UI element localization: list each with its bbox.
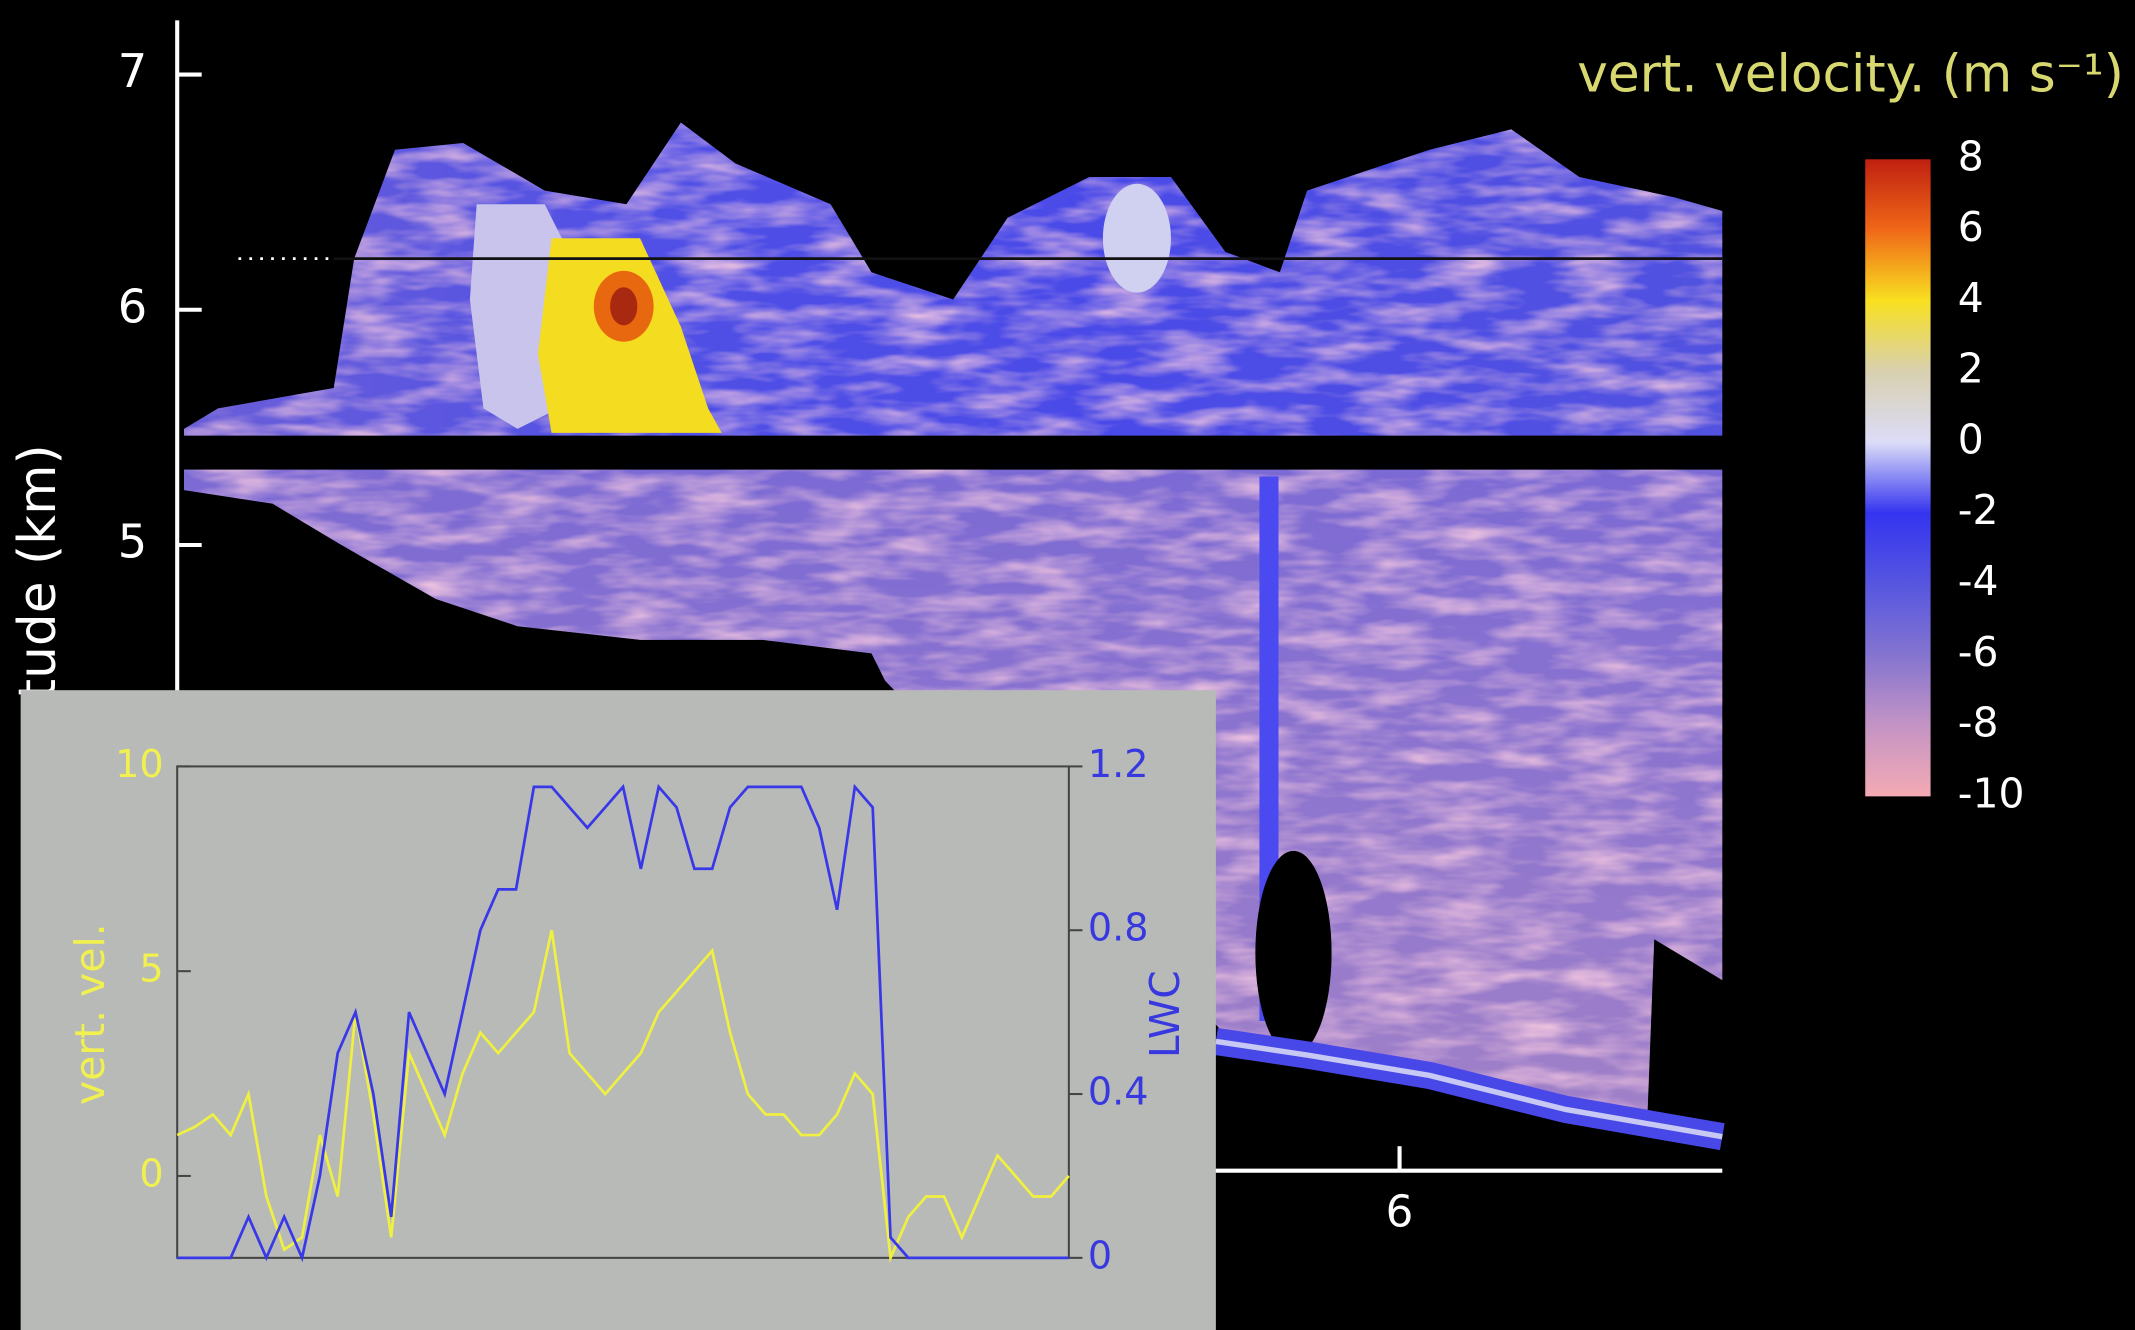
colorbar-tick-label: -2	[1958, 486, 1999, 534]
inset-panel	[20, 690, 1216, 1330]
inset-chart: vert. vel. LWC 0 5 10 0 0.4 0.8 1.2	[66, 742, 1189, 1277]
colorbar-tick-label: 0	[1958, 415, 1984, 463]
y2-tick-label: 1.2	[1088, 742, 1149, 786]
y-tick-label: 7	[118, 44, 147, 98]
colorbar-tick-label: -4	[1958, 557, 1999, 605]
colorbar-tick-label: -10	[1958, 769, 2025, 817]
y2-axis-label: LWC	[1141, 970, 1189, 1058]
y2-tick-label: 0	[1088, 1233, 1112, 1277]
colorbar-tick-label: 4	[1958, 274, 1984, 322]
colorbar	[1865, 159, 1931, 797]
plot-frame	[176, 765, 1070, 1259]
colorbar-tick-label: -8	[1958, 699, 1999, 747]
surface-echo-edge	[1215, 1038, 1723, 1140]
y-tick-label: 5	[139, 947, 163, 991]
y-tick-label: 10	[115, 742, 164, 786]
y-tick-label: 0	[139, 1151, 163, 1195]
chart-title: vert. velocity. (m s⁻¹)	[1577, 45, 2124, 105]
y-tick-label: 6	[118, 279, 147, 333]
colorbar-tick-label: -6	[1958, 628, 1999, 676]
colorbar-tick-label: 6	[1958, 203, 1984, 251]
light-cell	[1102, 183, 1171, 293]
colorbar-tick-label: 2	[1958, 345, 1984, 393]
y2-tick-label: 0.4	[1088, 1070, 1149, 1114]
series-line	[176, 929, 1070, 1264]
echo-gap	[1255, 850, 1332, 1056]
lower-texture	[184, 469, 1723, 1117]
velocity-field	[184, 122, 1725, 1151]
y-tick-label: 5	[118, 514, 147, 568]
y-axis-label: vert. vel.	[66, 923, 114, 1105]
series-line	[177, 783, 1069, 1263]
y2-tick-label: 0.8	[1088, 906, 1149, 950]
x-tick-label: 6	[1386, 1187, 1414, 1237]
y-axis-label: tude (km)	[8, 444, 68, 699]
updraft-peak	[610, 287, 638, 326]
colorbar-tick-label: 8	[1958, 132, 1984, 180]
